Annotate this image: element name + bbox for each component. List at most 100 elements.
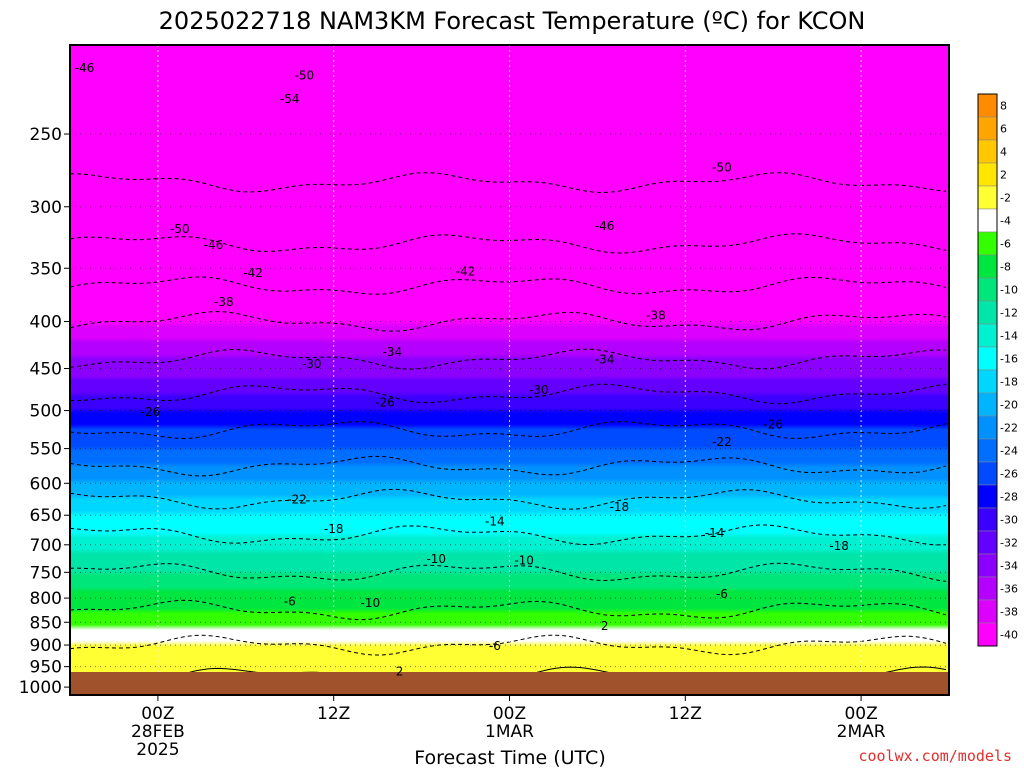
colorbar-swatch	[977, 323, 998, 348]
y-tick-label: 250	[30, 125, 62, 145]
colorbar-swatch	[977, 208, 998, 233]
contour-label: -26	[375, 396, 395, 410]
contour-label: -46	[595, 219, 615, 233]
colorbar-label: -10	[1000, 284, 1018, 297]
colorbar: 8 6 4 2 -2 -4 -6 -8 -10 -12 -14 -16 -18 -20 -22 -24 -26 -…	[977, 93, 1018, 647]
y-tick-label: 800	[30, 589, 62, 609]
contour-line	[70, 455, 947, 477]
contour-label: -30	[529, 383, 549, 397]
y-tick-label: 300	[30, 198, 62, 218]
contour-label: -14	[485, 514, 505, 528]
colorbar-swatch	[977, 438, 998, 463]
colorbar-swatch	[977, 277, 998, 302]
contour-line	[70, 348, 947, 370]
colorbar-label: -26	[1000, 468, 1018, 481]
contour-label: -10	[514, 553, 534, 567]
contour-label: -18	[829, 539, 849, 553]
contour-line	[70, 383, 947, 405]
colorbar-label: -20	[1000, 399, 1018, 412]
colorbar-label: 4	[1000, 146, 1007, 159]
y-tick-label: 400	[30, 313, 62, 333]
colorbar-label: -40	[1000, 629, 1018, 642]
contour-label: -18	[610, 500, 630, 514]
colorbar-label: 6	[1000, 123, 1007, 136]
contour-label: -30	[302, 357, 322, 371]
contour-lines	[70, 172, 947, 688]
y-tick-label: 350	[30, 259, 62, 279]
colorbar-label: -32	[1000, 537, 1018, 550]
contour-line	[70, 276, 947, 295]
colorbar-swatch	[977, 553, 998, 578]
colorbar-frame	[977, 93, 998, 647]
x-tick-label: 2MAR	[837, 722, 886, 742]
colorbar-label: -2	[1000, 192, 1011, 205]
colorbar-label: -24	[1000, 445, 1018, 458]
colorbar-label: -12	[1000, 307, 1018, 320]
contour-label: -22	[287, 493, 307, 507]
y-tick-label: 750	[30, 563, 62, 583]
colorbar-swatch	[977, 93, 998, 118]
contour-label: -10	[426, 552, 446, 566]
colorbar-label: -4	[1000, 215, 1011, 228]
colorbar-label: -6	[1000, 238, 1011, 251]
contour-label: -38	[214, 295, 234, 309]
contour-label: -10	[361, 596, 381, 610]
colorbar-swatch	[977, 507, 998, 532]
contour-label: -50	[170, 222, 190, 236]
y-tick-label: 900	[30, 636, 62, 656]
y-tick-label: 550	[30, 440, 62, 460]
x-tick-label: 00Z	[844, 704, 877, 724]
contour-labels: -46 -50 -54 -50 -46 -42 -38 -42 -46 -50 -38 -34 -30 -…	[75, 61, 849, 678]
colorbar-swatch	[977, 461, 998, 486]
colorbar-swatch	[977, 599, 998, 624]
x-tick-label: 12Z	[317, 704, 350, 724]
colorbar-label: -16	[1000, 353, 1018, 366]
x-tick-label: 1MAR	[485, 722, 534, 742]
contour-line	[70, 488, 947, 510]
contour-label: -26	[763, 418, 783, 432]
contour-line	[70, 233, 947, 254]
contour-label: -50	[295, 69, 315, 83]
colorbar-swatch	[977, 185, 998, 210]
colorbar-swatch	[977, 392, 998, 417]
colorbar-swatch	[977, 530, 998, 555]
colorbar-swatch	[977, 254, 998, 279]
colorbar-swatch	[977, 300, 998, 325]
contour-label: -6	[489, 639, 501, 653]
colorbar-swatch	[977, 162, 998, 187]
x-tick-label: 00Z	[493, 704, 526, 724]
contour-label: -26	[141, 405, 161, 419]
x-tick-label: 12Z	[669, 704, 702, 724]
colorbar-label: 8	[1000, 100, 1007, 113]
contour-label: -6	[716, 587, 728, 601]
contour-label: -34	[595, 353, 615, 367]
contour-line	[70, 311, 947, 332]
y-tick-label: 450	[30, 360, 62, 380]
colorbar-label: -18	[1000, 376, 1018, 389]
y-tick-label: 850	[30, 613, 62, 633]
contour-label: -46	[75, 61, 95, 75]
contour-line	[70, 421, 947, 440]
contour-line	[70, 172, 947, 194]
x-tick-label: 28FEB	[131, 722, 185, 742]
contour-label: -14	[705, 526, 725, 540]
colorbar-label: -14	[1000, 330, 1018, 343]
colorbar-label: -34	[1000, 560, 1018, 573]
contour-label: -38	[646, 309, 666, 323]
ground-terrain	[70, 672, 949, 695]
contour-label: -42	[456, 265, 476, 279]
grid-lines	[70, 45, 949, 695]
contour-label: -6	[284, 595, 296, 609]
contour-label: -46	[204, 238, 224, 252]
colorbar-swatch	[977, 116, 998, 141]
contour-line	[70, 599, 947, 621]
x-axis-label: Forecast Time (UTC)	[414, 747, 605, 768]
colorbar-label: -22	[1000, 422, 1018, 435]
colorbar-swatch	[977, 484, 998, 509]
contour-label: -22	[712, 435, 732, 449]
colorbar-label: -30	[1000, 514, 1018, 527]
colorbar-swatch	[977, 139, 998, 164]
y-tick-label: 700	[30, 536, 62, 556]
contour-line	[70, 562, 947, 582]
